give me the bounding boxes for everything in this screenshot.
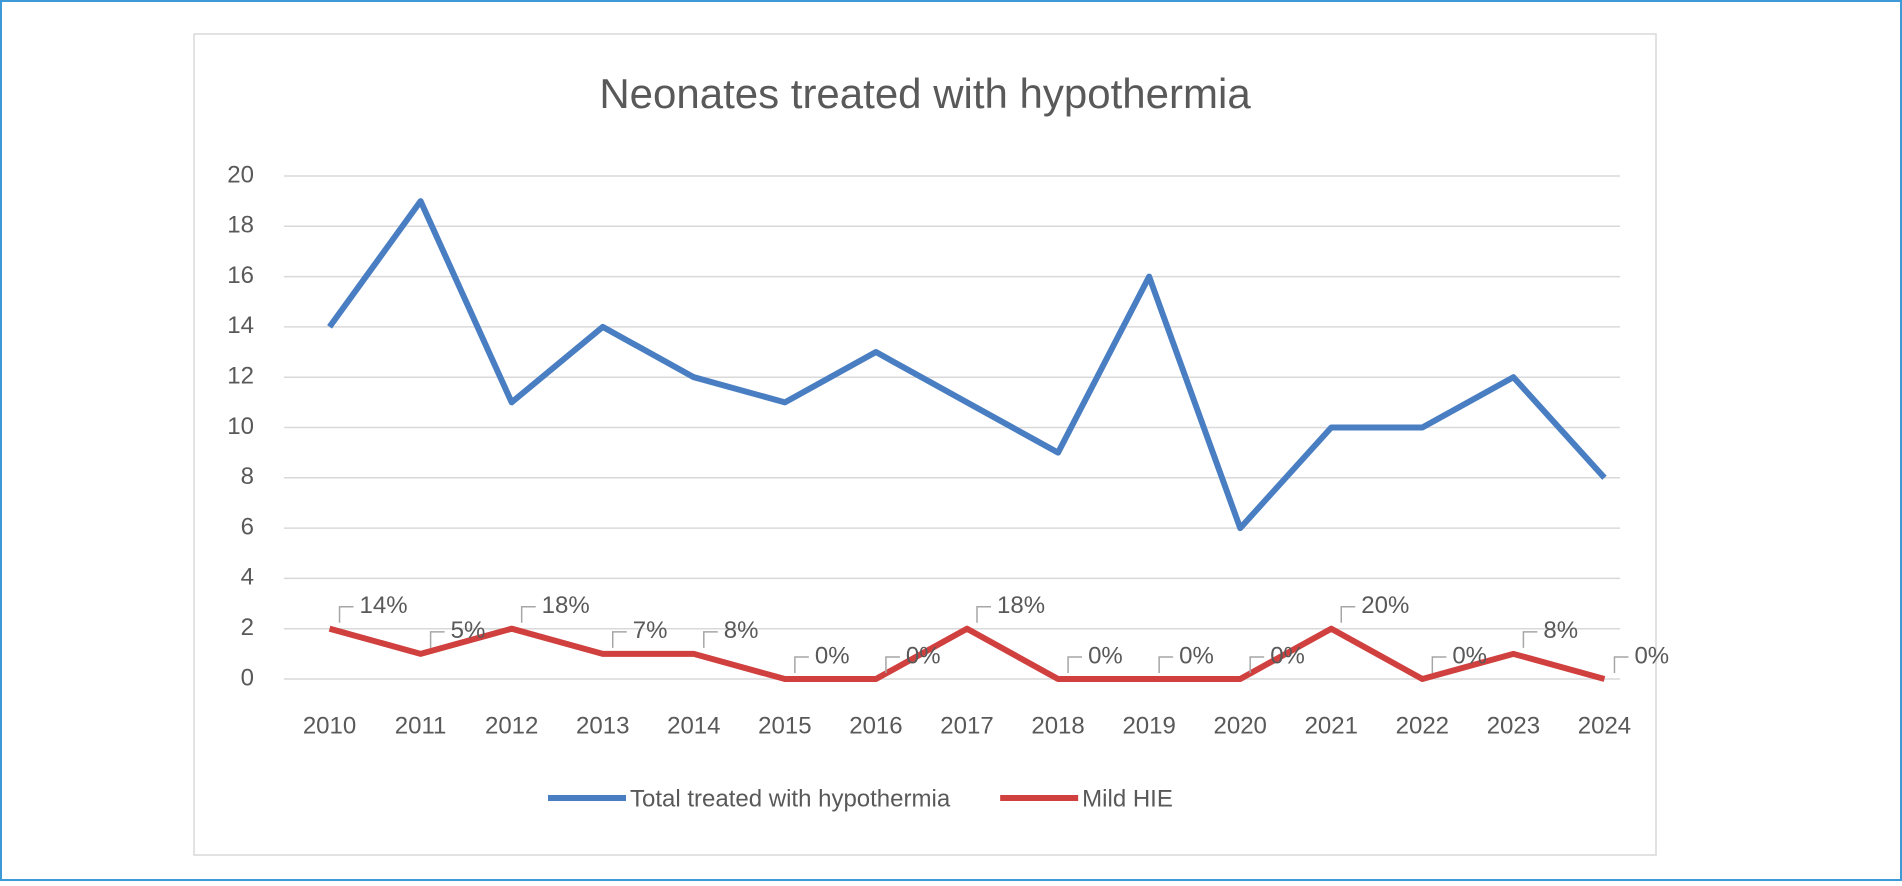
legend-label: Total treated with hypothermia	[630, 785, 951, 812]
y-tick-label: 4	[241, 564, 254, 591]
series-line	[328, 625, 1606, 682]
data-label: 18%	[542, 592, 590, 619]
x-tick-label: 2023	[1487, 712, 1540, 739]
y-tick-label: 6	[241, 513, 254, 540]
chart-title: Neonates treated with hypothermia	[599, 70, 1251, 117]
leader-line	[794, 656, 809, 673]
x-tick-label: 2010	[303, 712, 356, 739]
leader-line	[429, 631, 445, 648]
leader-line	[1522, 631, 1538, 648]
legend-label: Mild HIE	[1082, 785, 1173, 812]
x-tick-label: 2016	[849, 712, 902, 739]
data-label: 0%	[906, 642, 941, 669]
x-tick-label: 2013	[576, 712, 629, 739]
y-tick-label: 8	[241, 463, 254, 490]
leader-line	[703, 631, 718, 648]
y-tick-label: 14	[227, 312, 254, 339]
x-tick-label: 2021	[1305, 712, 1358, 739]
x-tick-label: 2017	[940, 712, 993, 739]
leader-line	[1340, 605, 1356, 623]
x-tick-label: 2012	[485, 712, 538, 739]
data-label: 0%	[1452, 642, 1487, 669]
x-tick-label: 2019	[1122, 712, 1175, 739]
data-label: 0%	[1270, 642, 1305, 669]
data-label: 18%	[997, 592, 1045, 619]
leader-line	[1158, 656, 1174, 673]
data-label: 0%	[815, 642, 850, 669]
data-label: 0%	[1088, 642, 1123, 669]
x-tick-label: 2011	[395, 712, 447, 739]
x-tick-label: 2018	[1031, 712, 1084, 739]
data-label: 8%	[1543, 617, 1578, 644]
x-tick-label: 2022	[1396, 712, 1449, 739]
data-label: 20%	[1361, 592, 1409, 619]
leader-line	[1067, 656, 1083, 673]
series-line	[327, 198, 1607, 532]
y-tick-label: 18	[227, 212, 254, 239]
x-tick-label: 2014	[667, 712, 720, 739]
chart-area	[193, 33, 1657, 856]
y-tick-label: 2	[241, 614, 254, 641]
data-label: 8%	[724, 617, 759, 644]
y-tick-label: 0	[241, 664, 254, 691]
y-tick-label: 20	[227, 161, 254, 188]
leader-line	[885, 656, 900, 673]
x-tick-label: 2020	[1214, 712, 1267, 739]
y-tick-label: 16	[227, 262, 254, 289]
data-label: 7%	[633, 617, 668, 644]
x-tick-label: 2024	[1578, 712, 1631, 739]
data-label: 14%	[360, 592, 408, 619]
x-tick-label: 2015	[758, 712, 811, 739]
y-tick-label: 10	[227, 413, 254, 440]
data-label: 0%	[1179, 642, 1214, 669]
leader-line	[976, 605, 991, 623]
y-tick-label: 12	[227, 363, 254, 390]
leader-line	[1613, 656, 1629, 673]
leader-line	[611, 631, 627, 648]
data-label: 0%	[1634, 642, 1669, 669]
leader-line	[338, 605, 354, 623]
leader-line	[520, 605, 536, 623]
data-label: 5%	[451, 617, 486, 644]
leader-line	[1431, 656, 1447, 673]
leader-line	[1249, 656, 1265, 673]
